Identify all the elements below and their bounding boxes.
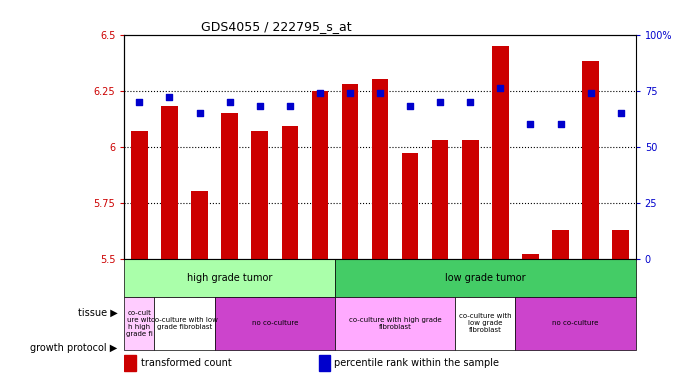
Bar <box>552 230 569 259</box>
Bar <box>335 259 636 297</box>
Point <box>375 90 386 96</box>
Bar <box>131 131 148 259</box>
Point <box>134 99 145 105</box>
Point <box>344 90 355 96</box>
Text: low grade tumor: low grade tumor <box>445 273 526 283</box>
Bar <box>281 126 298 259</box>
Text: co-culture with low
grade fibroblast: co-culture with low grade fibroblast <box>151 317 218 330</box>
Text: co-culture with high grade
fibroblast: co-culture with high grade fibroblast <box>349 317 442 330</box>
Bar <box>335 297 455 350</box>
Bar <box>215 297 335 350</box>
Bar <box>492 46 509 259</box>
Bar <box>319 355 330 371</box>
Bar <box>312 91 328 259</box>
Point <box>224 99 235 105</box>
Point <box>405 103 416 109</box>
Point <box>615 110 626 116</box>
Point <box>164 94 175 100</box>
Bar <box>124 297 155 350</box>
Point <box>254 103 265 109</box>
Bar <box>161 106 178 259</box>
Point <box>435 99 446 105</box>
Bar <box>612 230 629 259</box>
Point <box>585 90 596 96</box>
Text: co-cult
ure wit
h high
grade fi: co-cult ure wit h high grade fi <box>126 310 153 337</box>
Text: no co-culture: no co-culture <box>252 320 298 326</box>
Bar <box>515 297 636 350</box>
Bar <box>583 61 599 259</box>
Text: co-culture with
low grade
fibroblast: co-culture with low grade fibroblast <box>459 313 511 333</box>
Text: high grade tumor: high grade tumor <box>187 273 272 283</box>
Text: transformed count: transformed count <box>141 358 231 368</box>
Point <box>284 103 295 109</box>
Bar <box>455 297 515 350</box>
Point <box>495 85 506 91</box>
Bar <box>221 113 238 259</box>
Point <box>525 121 536 127</box>
Text: no co-culture: no co-culture <box>552 320 598 326</box>
Bar <box>155 297 215 350</box>
Bar <box>462 140 479 259</box>
Bar <box>124 259 335 297</box>
Point <box>194 110 205 116</box>
Point <box>555 121 566 127</box>
Bar <box>252 131 268 259</box>
Text: tissue ▶: tissue ▶ <box>77 308 117 318</box>
Point <box>465 99 476 105</box>
Bar <box>402 153 418 259</box>
Text: growth protocol ▶: growth protocol ▶ <box>30 343 117 353</box>
Bar <box>341 84 358 259</box>
Bar <box>522 254 539 259</box>
Text: GDS4055 / 222795_s_at: GDS4055 / 222795_s_at <box>201 20 352 33</box>
Bar <box>124 355 135 371</box>
Bar <box>191 192 208 259</box>
Bar <box>372 79 388 259</box>
Point <box>314 90 325 96</box>
Text: percentile rank within the sample: percentile rank within the sample <box>334 358 499 368</box>
Bar <box>432 140 448 259</box>
